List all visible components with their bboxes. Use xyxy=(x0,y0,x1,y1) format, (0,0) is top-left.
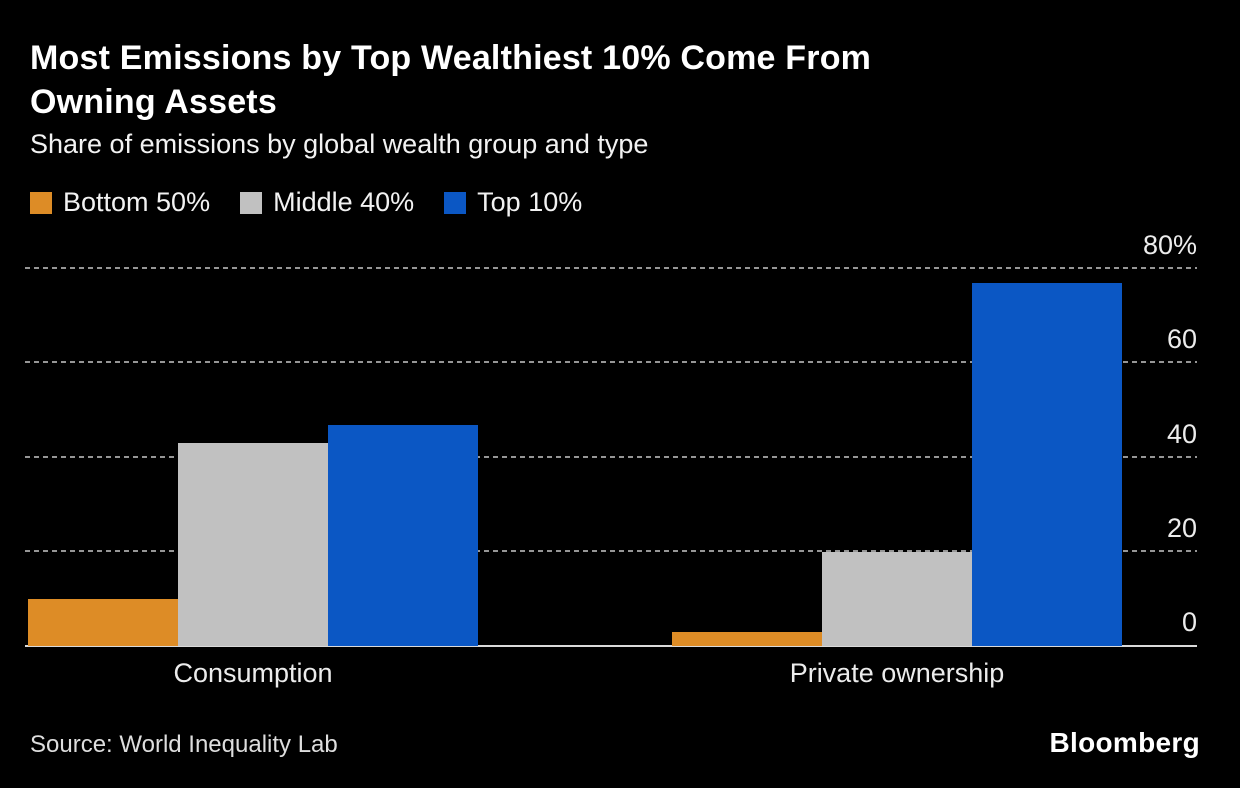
bloomberg-logo: Bloomberg xyxy=(1049,727,1200,758)
legend-swatch-top-10 xyxy=(444,191,467,214)
bar-consumption-bottom-50 xyxy=(28,598,178,646)
legend-label-middle-40: Middle 40% xyxy=(273,187,415,217)
bar-private-ownership-top-10 xyxy=(972,283,1122,646)
title-line-1: Most Emissions by Top Wealthiest 10% Com… xyxy=(30,39,872,77)
tick-label-40: 40 xyxy=(1166,418,1197,449)
tick-label-0: 0 xyxy=(1181,607,1197,637)
gridline-20 xyxy=(25,549,1197,552)
gridline-40 xyxy=(25,455,1197,458)
legend-label-top-10: Top 10% xyxy=(477,187,583,217)
legend-swatch-bottom-50 xyxy=(30,191,52,214)
bar-consumption-top-10 xyxy=(328,424,478,646)
gridline-60 xyxy=(25,361,1197,364)
legend-swatch-middle-40 xyxy=(240,191,263,214)
tick-label-60: 60 xyxy=(1166,324,1197,355)
tick-label-80: 80% xyxy=(1142,230,1197,260)
gridline-80 xyxy=(25,267,1197,269)
legend-item-top-10: Top 10% xyxy=(444,187,582,218)
bar-private-ownership-middle-40 xyxy=(822,551,972,646)
bar-private-ownership-bottom-50 xyxy=(672,631,822,646)
source-note: Source: World Inequality Lab xyxy=(30,731,338,758)
x-axis-line xyxy=(25,645,1197,647)
chart-title: Most Emissions by Top Wealthiest 10% Com… xyxy=(30,36,871,124)
legend-item-bottom-50: Bottom 50% xyxy=(30,187,210,218)
tick-label-20: 20 xyxy=(1166,512,1197,543)
bar-consumption-middle-40 xyxy=(178,443,328,646)
category-label-private-ownership: Private ownership xyxy=(789,658,1005,688)
category-label-consumption: Consumption xyxy=(173,658,333,688)
legend-label-bottom-50: Bottom 50% xyxy=(63,187,211,217)
title-line-2: Owning Assets xyxy=(30,83,277,121)
legend: Bottom 50% Middle 40% Top 10% xyxy=(30,187,582,218)
chart-subtitle: Share of emissions by global wealth grou… xyxy=(30,129,649,159)
plot-area: 0 20 40 60 80% Consumption Private ownership xyxy=(25,220,1197,688)
legend-item-middle-40: Middle 40% xyxy=(240,187,414,218)
